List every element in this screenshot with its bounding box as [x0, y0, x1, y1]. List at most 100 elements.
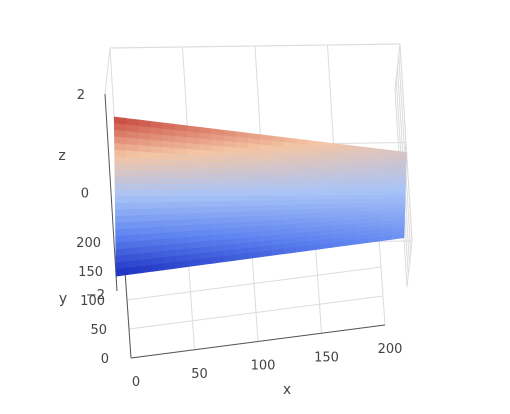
- surface-patch: [187, 218, 201, 226]
- surface-patch: [114, 202, 128, 211]
- surface-patch: [296, 190, 309, 196]
- surface-patch: [162, 153, 176, 161]
- surface-patch: [127, 221, 140, 230]
- surface-patch: [344, 199, 358, 205]
- surface-patch: [284, 180, 297, 187]
- surface-patch: [247, 190, 261, 197]
- z-tick-label: 0: [81, 187, 89, 202]
- surface-patch: [320, 199, 334, 205]
- surface-patch: [393, 183, 406, 189]
- surface-patch: [271, 209, 285, 216]
- surface-patch: [223, 195, 237, 202]
- surface-patch: [115, 235, 129, 244]
- surface-patch: [247, 195, 261, 202]
- surface-patch: [187, 166, 200, 174]
- surface-patch: [114, 176, 128, 184]
- surface-patch: [138, 145, 152, 153]
- surface-patch: [114, 143, 128, 152]
- z-tick-label: −2: [86, 288, 105, 303]
- surface-patch: [175, 219, 189, 227]
- surface-patch: [163, 195, 176, 203]
- surface-patch: [259, 210, 273, 217]
- surface-patch: [211, 212, 225, 219]
- surface-patch: [187, 172, 201, 180]
- surface-patch: [272, 185, 285, 192]
- surface-patch: [223, 206, 237, 213]
- y-tick-label: 100: [80, 294, 105, 309]
- x-tick-label: 50: [191, 367, 208, 382]
- surface-patch: [296, 204, 309, 211]
- surface-patch: [356, 182, 370, 188]
- surface-patch: [138, 189, 152, 197]
- surface-patch: [211, 184, 225, 191]
- surface-patch: [162, 147, 176, 155]
- surface-patch: [114, 189, 128, 197]
- surface-patch: [259, 205, 273, 212]
- surface-patch: [320, 203, 333, 210]
- surface-patch: [368, 179, 382, 185]
- surface-patch: [150, 146, 164, 154]
- surface-patch: [320, 190, 334, 196]
- surface-patch: [163, 261, 177, 271]
- surface-patch: [356, 198, 370, 204]
- surface-patch: [187, 154, 200, 163]
- surface-patch: [139, 202, 152, 210]
- surface-patch: [272, 175, 285, 182]
- surface-patch: [163, 183, 176, 191]
- surface-patch: [211, 167, 225, 175]
- surface-patch: [114, 183, 128, 191]
- surface-patch: [151, 189, 164, 197]
- surface-patch: [368, 198, 382, 204]
- surface-patch: [187, 178, 201, 185]
- surface-patch: [126, 144, 140, 153]
- surface-patch: [163, 219, 177, 228]
- cube-edge: [109, 43, 401, 49]
- surface-patch: [259, 185, 273, 192]
- surface-patch: [235, 174, 249, 181]
- surface-patch: [259, 180, 273, 187]
- surface-patch: [150, 164, 164, 173]
- surface-patch: [308, 195, 321, 201]
- surface-patch: [127, 228, 141, 236]
- surface-patch: [272, 180, 285, 187]
- surface-patch: [332, 177, 346, 184]
- x-axis-line: [130, 324, 386, 359]
- surface-patch: [308, 176, 322, 183]
- surface-patch: [175, 213, 189, 221]
- surface-patch: [308, 199, 321, 206]
- surface-patch: [247, 174, 261, 181]
- surface-patch: [235, 179, 249, 186]
- surface-patch: [199, 172, 213, 180]
- surface-patch: [138, 157, 152, 166]
- x-tick-label: 200: [378, 342, 403, 357]
- surface-patch: [151, 214, 165, 222]
- x-tick-label: 100: [251, 359, 276, 374]
- surface-patch: [332, 190, 346, 196]
- surface-patch: [284, 185, 297, 192]
- surface-patch: [163, 177, 176, 185]
- surface-patch: [126, 176, 140, 185]
- y-tick-label: 150: [78, 265, 103, 280]
- surface-patch: [114, 136, 127, 145]
- surface-patch: [284, 171, 297, 178]
- surface-patch: [139, 264, 153, 274]
- surface-patch: [138, 177, 152, 185]
- surface-patch: [223, 162, 237, 170]
- surface-patch: [235, 195, 249, 202]
- surface-patch: [356, 178, 370, 184]
- surface-patch: [126, 196, 140, 204]
- surface-patch: [381, 179, 394, 185]
- surface-patch: [368, 183, 382, 188]
- surface-patch: [368, 190, 382, 196]
- surface-patch: [271, 195, 285, 202]
- surface-patch: [223, 173, 237, 181]
- surface-patch: [308, 172, 322, 178]
- surface-patch: [211, 190, 225, 197]
- surface-patch: [199, 206, 213, 214]
- surface-patch: [138, 164, 152, 172]
- surface-patch: [368, 187, 382, 192]
- surface-patch: [187, 213, 201, 220]
- surface-patch: [223, 217, 237, 224]
- surface-patch: [162, 165, 176, 173]
- surface-patch: [199, 212, 213, 220]
